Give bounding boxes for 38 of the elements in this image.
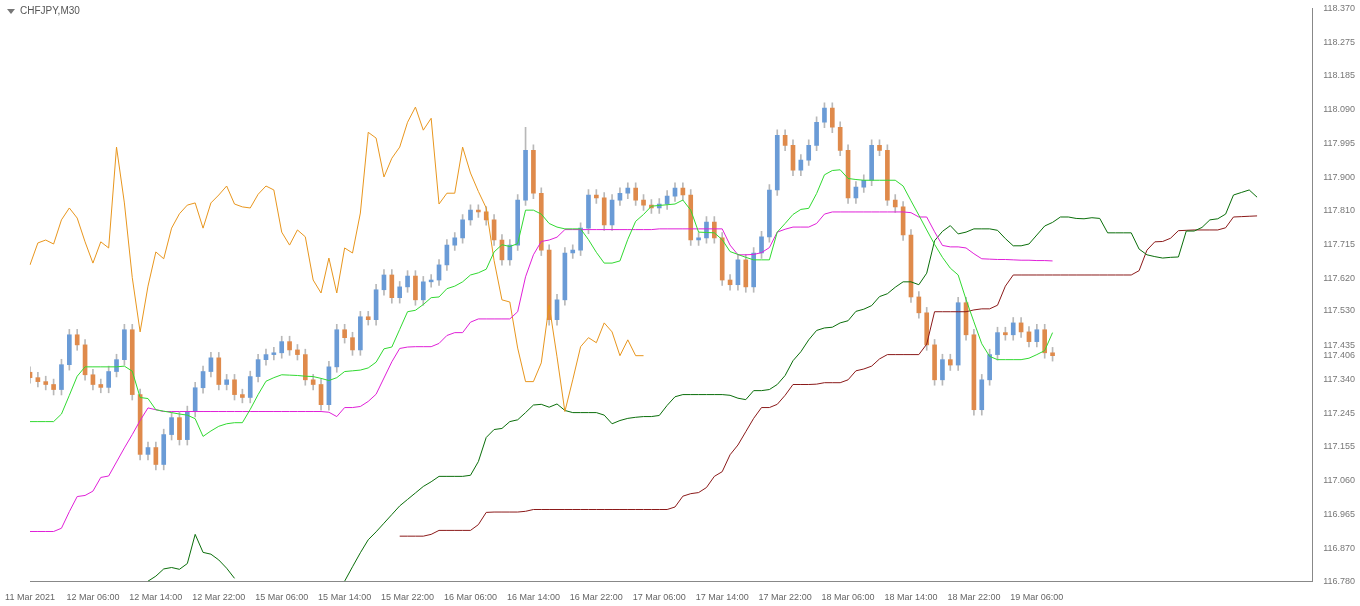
y-tick-label: 118.185	[1323, 69, 1356, 80]
y-tick-label: 117.155	[1323, 440, 1356, 451]
x-tick-label: 12 Mar 22:00	[192, 592, 246, 603]
y-tick-label: 117.406	[1323, 350, 1356, 361]
y-tick-label: 116.780	[1323, 575, 1356, 586]
candlestick	[271, 347, 277, 361]
x-tick-label: 12 Mar 14:00	[129, 592, 183, 603]
y-tick-label: 118.090	[1323, 103, 1356, 114]
y-tick-label: 117.340	[1323, 373, 1356, 384]
y-tick-label: 116.965	[1323, 509, 1356, 520]
y-tick-label: 117.900	[1323, 172, 1356, 183]
y-tick-label: 117.435	[1323, 339, 1356, 350]
y-tick-label: 117.995	[1323, 137, 1356, 148]
x-tick-label: 15 Mar 14:00	[318, 592, 372, 603]
y-tick-label: 117.530	[1323, 305, 1356, 316]
x-tick-label: 15 Mar 22:00	[381, 592, 435, 603]
x-tick-label: 17 Mar 22:00	[758, 592, 812, 603]
x-tick-label: 16 Mar 14:00	[506, 592, 560, 603]
chart-title: CHFJPY,M30	[20, 5, 80, 16]
x-tick-label: 17 Mar 06:00	[632, 592, 686, 603]
x-tick-label: 19 Mar 06:00	[1010, 592, 1064, 603]
y-tick-label: 117.810	[1323, 204, 1356, 215]
y-tick-label: 118.370	[1323, 2, 1356, 13]
x-tick-label: 15 Mar 06:00	[255, 592, 309, 603]
y-tick-label: 116.870	[1323, 543, 1356, 554]
x-tick-label: 12 Mar 06:00	[66, 592, 120, 603]
x-tick-label: 18 Mar 22:00	[947, 592, 1001, 603]
x-tick-label: 18 Mar 14:00	[884, 592, 938, 603]
y-tick-label: 118.275	[1323, 37, 1356, 48]
x-tick-label: 17 Mar 14:00	[695, 592, 749, 603]
y-tick-label: 117.245	[1323, 408, 1356, 419]
y-tick-label: 117.620	[1323, 273, 1356, 284]
x-tick-label: 16 Mar 06:00	[443, 592, 498, 603]
x-tick-label: 16 Mar 22:00	[569, 592, 623, 603]
y-tick-label: 117.715	[1323, 238, 1356, 249]
x-tick-label: 11 Mar 2021	[5, 592, 55, 603]
y-tick-label: 117.060	[1323, 474, 1356, 485]
x-tick-label: 18 Mar 06:00	[821, 592, 875, 603]
